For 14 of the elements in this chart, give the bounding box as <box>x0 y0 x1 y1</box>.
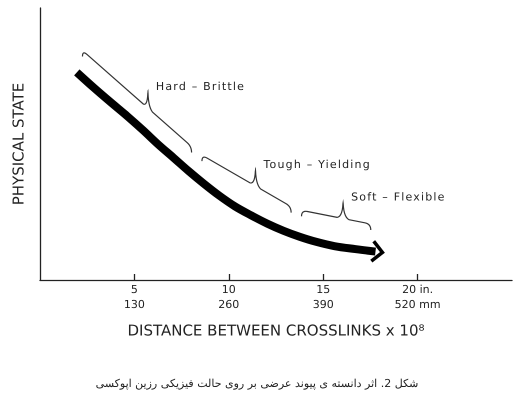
annotation: Hard – Brittle <box>156 80 246 94</box>
x-tick-label: 5 <box>130 283 138 296</box>
x-tick-label: 20 in. <box>402 283 434 296</box>
annotation: Soft – Flexible <box>351 190 446 204</box>
x2-tick-label: 130 <box>124 298 145 311</box>
annotation: Tough – Yielding <box>262 158 371 172</box>
y-axis-title: PHYSICAL STATE <box>10 82 28 206</box>
text: شکل 2. اثر دانسته ی پیوند عرضی بر روی حالت فیزیکی رزین اپوکسی <box>96 377 418 390</box>
x-tick-label: 15 <box>316 283 330 296</box>
x2-tick-label: 520 mm <box>394 298 441 311</box>
x2-tick-label: 260 <box>218 298 240 311</box>
x-axis-title: DISTANCE BETWEEN CROSSLINKS x 10⁸ <box>127 322 425 340</box>
x2-tick-label: 390 <box>312 298 334 311</box>
x-tick-label: 10 <box>222 283 236 296</box>
